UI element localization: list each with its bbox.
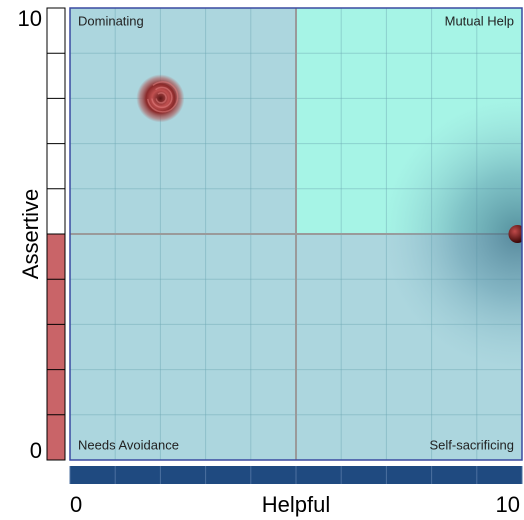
quadrant-label: Self-sacrificing [429, 437, 514, 452]
swirl-ring [155, 92, 167, 104]
x-tick-label: 0 [70, 492, 82, 517]
quadrant-label: Mutual Help [445, 13, 514, 28]
y-gauge-fill [46, 233, 66, 461]
x-axis-label: Helpful [262, 492, 330, 517]
x-tick-label: 10 [496, 492, 520, 517]
swirl-ring [151, 86, 173, 109]
halo [382, 99, 522, 369]
quadrant-label: Dominating [78, 13, 144, 28]
quadrant-label: Needs Avoidance [78, 437, 179, 452]
y-axis-label: Assertive [18, 189, 43, 279]
y-tick-label: 0 [30, 438, 42, 463]
dot-marker [508, 225, 522, 243]
plot-border [69, 7, 523, 461]
y-tick-label: 10 [18, 6, 42, 31]
plot-area[interactable] [70, 8, 524, 460]
swirl-ring [146, 81, 179, 113]
